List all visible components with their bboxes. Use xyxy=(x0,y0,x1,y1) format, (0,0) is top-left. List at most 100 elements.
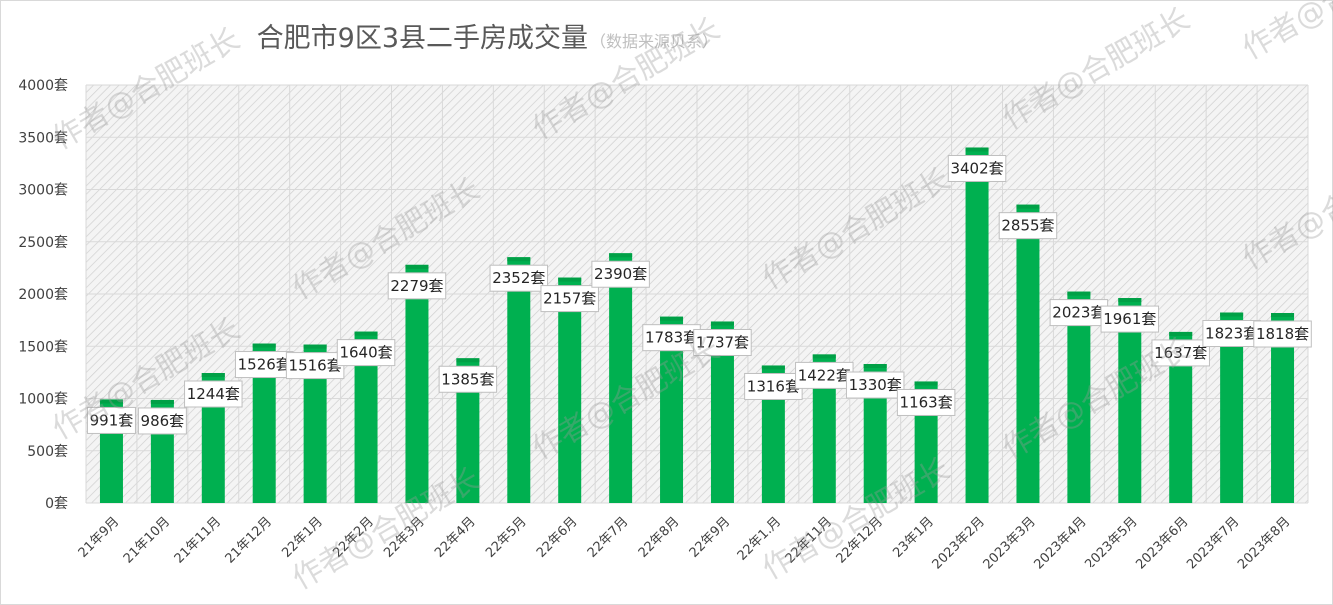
bar-cap xyxy=(965,147,989,152)
bar xyxy=(1169,331,1193,503)
data-label-box xyxy=(947,154,1007,182)
bar-cap xyxy=(507,257,531,262)
chart-title: 合肥市9区3县二手房成交量 xyxy=(257,23,588,54)
data-label-box xyxy=(1151,339,1210,367)
bar xyxy=(660,316,684,503)
bar-cap xyxy=(405,264,429,269)
bar xyxy=(812,354,836,503)
bar xyxy=(507,257,531,503)
data-label: 3402套 xyxy=(950,159,1003,177)
bar xyxy=(965,147,989,503)
x-tick-label: 22年4月 xyxy=(432,514,479,561)
data-label-box xyxy=(642,324,701,352)
x-tick-label: 22年6月 xyxy=(534,514,581,561)
bar-cap xyxy=(150,399,174,404)
data-label-box xyxy=(86,406,136,434)
data-label-box xyxy=(234,351,294,379)
bar-cap xyxy=(252,343,276,348)
data-label: 1244套 xyxy=(187,385,240,403)
bar-cap xyxy=(354,331,378,336)
bar-cap xyxy=(303,344,327,349)
bar xyxy=(1118,298,1142,503)
data-label: 1783套 xyxy=(645,329,698,347)
x-tick-label: 22年7月 xyxy=(585,514,632,561)
y-tick-label: 2000套 xyxy=(18,287,68,303)
x-tick-label: 2023年4月 xyxy=(1031,514,1089,572)
y-tick-label: 0套 xyxy=(45,496,68,512)
x-tick-label: 2023年5月 xyxy=(1082,514,1140,572)
data-label-box xyxy=(438,365,498,393)
data-label: 2157套 xyxy=(543,290,596,308)
data-label: 1422套 xyxy=(798,366,851,384)
data-label-box xyxy=(285,352,345,380)
data-label: 1640套 xyxy=(339,344,392,362)
data-label-box xyxy=(1100,305,1160,333)
x-tick-label: 21年11月 xyxy=(172,514,224,566)
data-label-box xyxy=(998,212,1058,240)
bar xyxy=(1067,291,1091,503)
data-label-box xyxy=(1049,299,1109,327)
bar-cap xyxy=(99,399,123,404)
x-tick-label: 2023年8月 xyxy=(1235,514,1293,572)
data-label-box xyxy=(795,361,854,389)
x-tick-label: 22年8月 xyxy=(636,514,683,561)
bar-cap xyxy=(456,358,480,363)
data-label: 1637套 xyxy=(1154,344,1207,362)
x-tick-label: 21年9月 xyxy=(76,514,123,561)
bar xyxy=(558,277,582,503)
watermark-text: 作者@合肥班长 xyxy=(1237,0,1333,67)
x-tick-label: 22年9月 xyxy=(687,514,734,561)
data-label-box xyxy=(540,285,599,313)
x-tick-label: 2023年7月 xyxy=(1184,514,1242,572)
data-label: 1526套 xyxy=(238,356,291,374)
y-tick-label: 3500套 xyxy=(18,130,68,146)
bar-cap xyxy=(1016,204,1040,209)
data-label-box xyxy=(137,407,187,435)
bar-cap xyxy=(914,381,938,386)
bar-cap xyxy=(1067,291,1091,296)
bar xyxy=(609,253,633,503)
data-label: 1818套 xyxy=(1256,325,1309,343)
bar-cap xyxy=(812,354,836,359)
data-label-box xyxy=(1202,319,1261,347)
data-label: 2023套 xyxy=(1052,304,1105,322)
bar xyxy=(303,344,327,503)
data-label: 1737套 xyxy=(696,333,749,351)
y-tick-label: 500套 xyxy=(27,444,68,460)
chart-subtitle: （数据来源贝系） xyxy=(590,32,718,51)
y-tick-label: 1500套 xyxy=(18,339,68,355)
data-label: 986套 xyxy=(141,412,185,430)
data-label: 1516套 xyxy=(289,357,342,375)
x-tick-label: 21年10月 xyxy=(121,514,173,566)
bar xyxy=(456,358,480,503)
data-label-box xyxy=(336,339,396,367)
bar-cap xyxy=(660,316,684,321)
bar-cap xyxy=(201,373,225,378)
bar-cap xyxy=(1118,298,1142,303)
y-tick-label: 3000套 xyxy=(18,183,68,199)
data-label-box xyxy=(693,328,752,356)
x-tick-label: 2023年2月 xyxy=(930,514,988,572)
data-label-box xyxy=(387,272,447,300)
data-label: 991套 xyxy=(90,411,134,429)
data-label: 2352套 xyxy=(492,269,545,287)
bar xyxy=(863,364,887,503)
bar-cap xyxy=(1271,313,1295,318)
bar xyxy=(1016,204,1040,503)
data-label-box xyxy=(896,388,956,416)
x-tick-label: 22年5月 xyxy=(483,514,530,561)
data-label: 1823套 xyxy=(1205,324,1258,342)
y-tick-label: 2500套 xyxy=(18,235,68,251)
data-label: 1330套 xyxy=(849,376,902,394)
data-label-box xyxy=(744,372,803,400)
bar xyxy=(405,264,429,503)
data-label-box xyxy=(845,371,905,399)
data-label-box xyxy=(184,380,243,408)
data-label: 2279套 xyxy=(390,277,443,295)
data-label: 1385套 xyxy=(441,370,494,388)
data-label-box xyxy=(591,260,650,288)
bar xyxy=(354,331,378,503)
